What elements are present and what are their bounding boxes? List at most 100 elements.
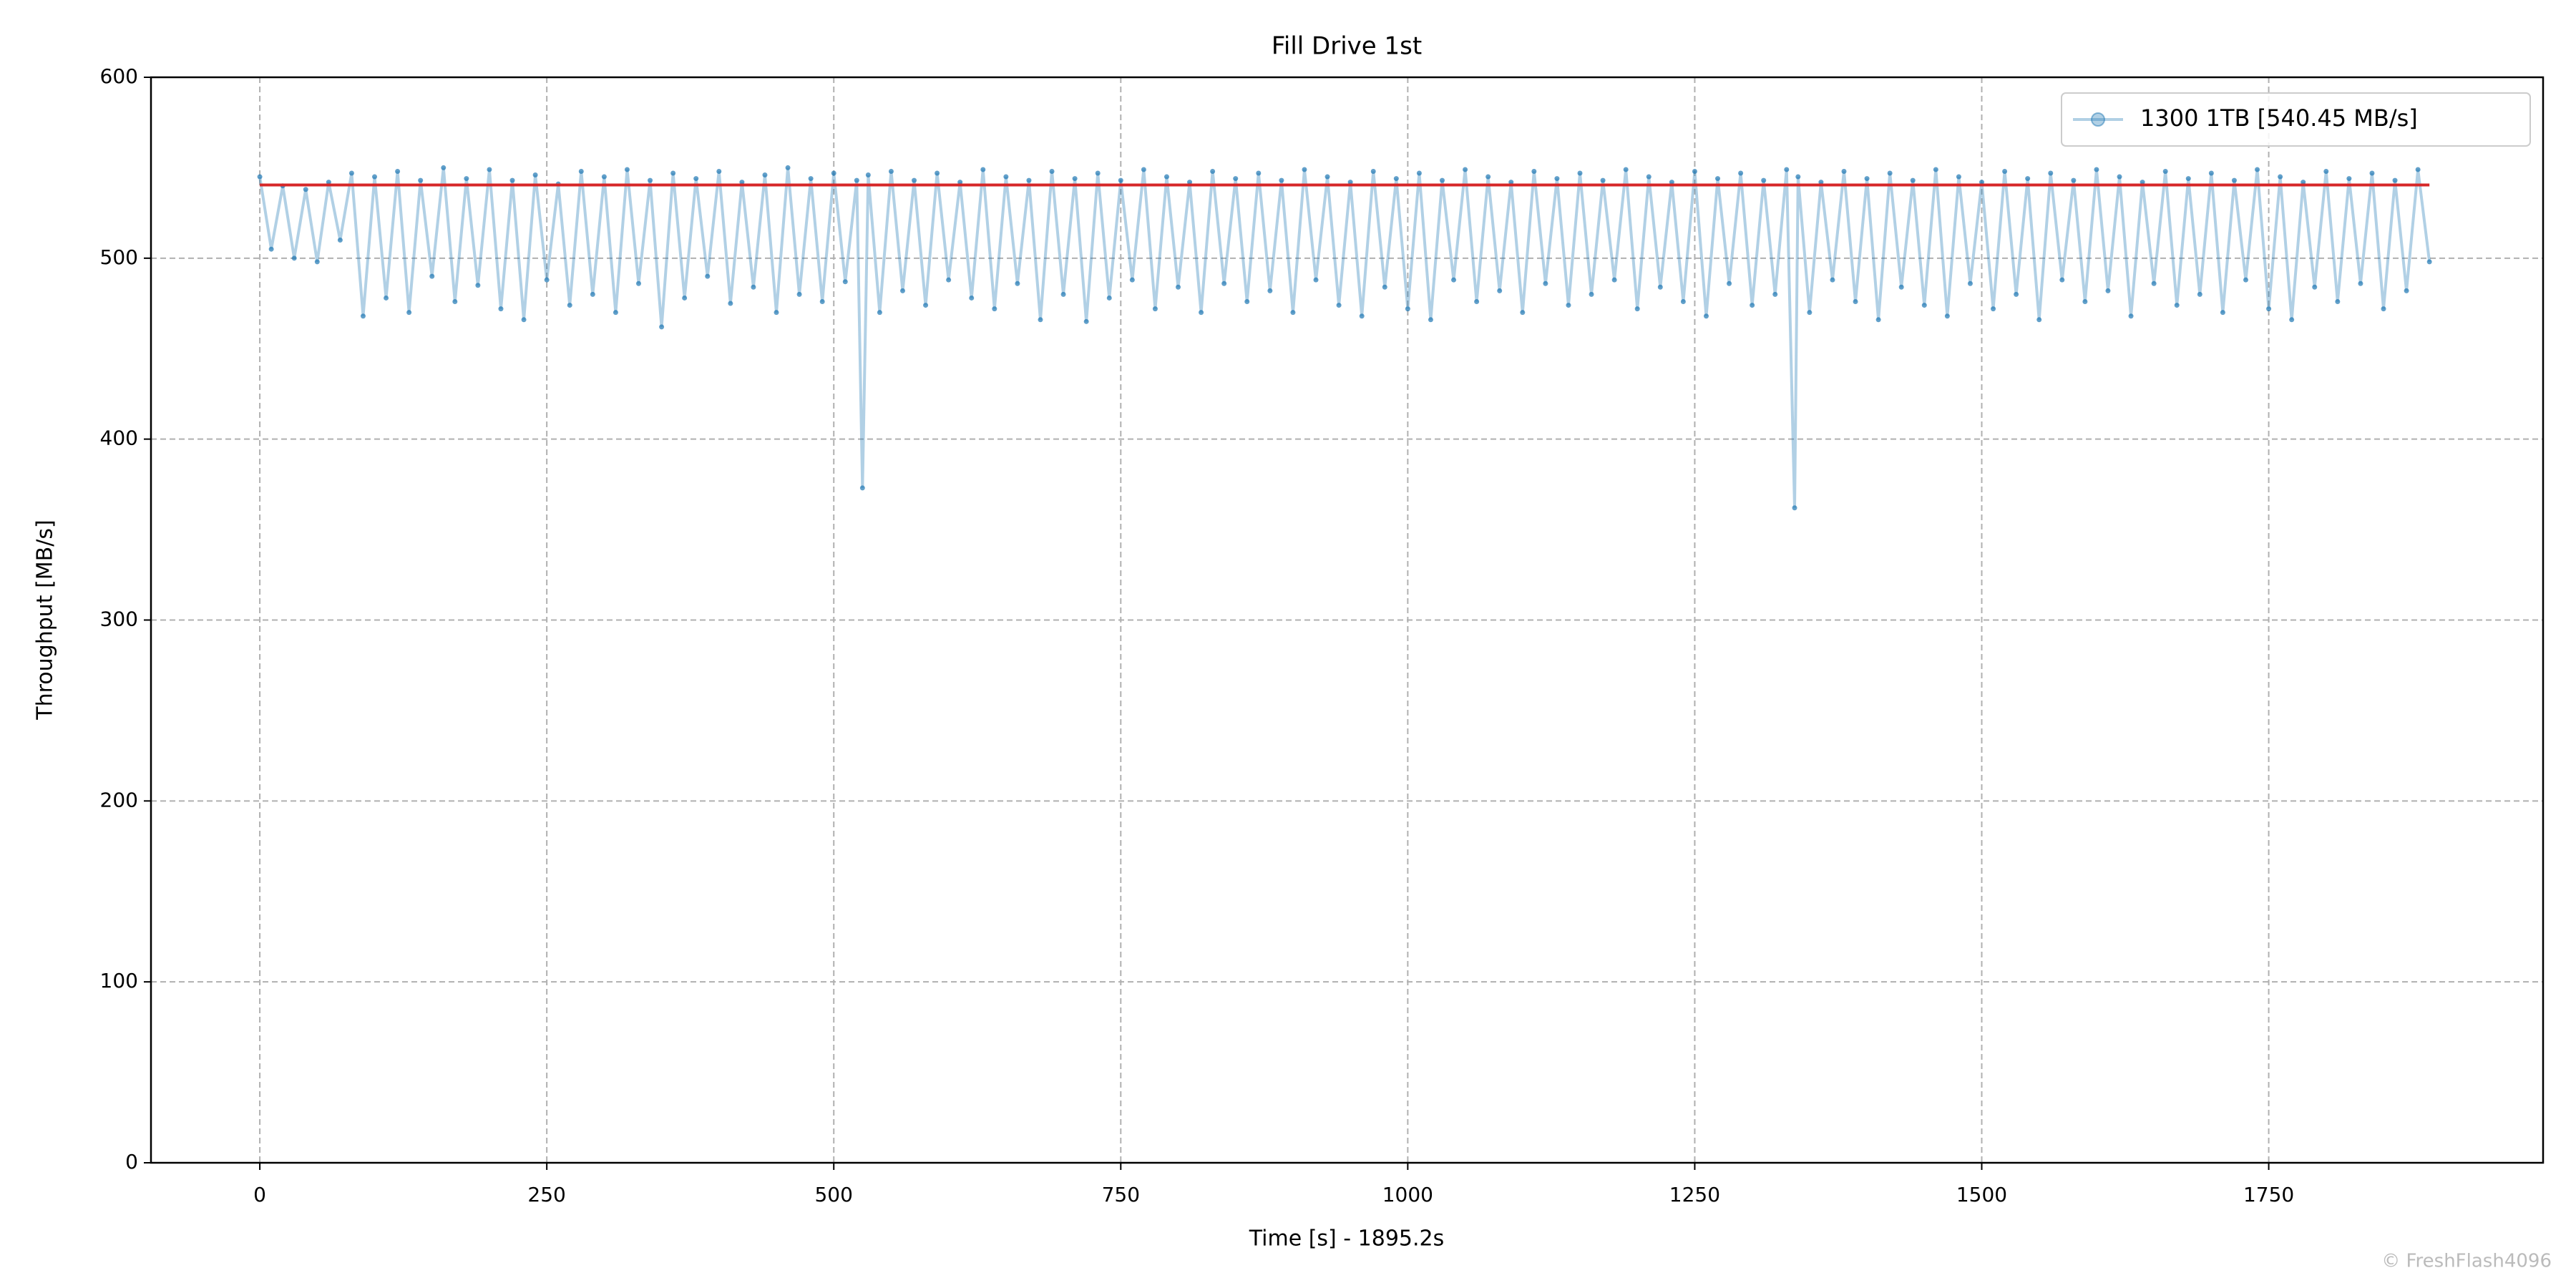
data-point (1176, 284, 1181, 290)
data-point (1715, 176, 1721, 182)
data-point (2231, 177, 2237, 183)
data-point (544, 277, 550, 283)
data-point (1393, 176, 1399, 182)
data-point (2002, 168, 2008, 174)
data-point (2128, 313, 2134, 319)
data-point (2094, 167, 2099, 172)
data-point (1680, 299, 1686, 305)
data-point (395, 168, 401, 174)
data-point (1095, 170, 1101, 176)
data-point (808, 176, 814, 182)
data-point (268, 246, 274, 252)
data-point (854, 177, 859, 183)
data-point (1302, 167, 1307, 172)
data-point (831, 170, 836, 176)
x-axis-label: Time [s] - 1895.2s (1249, 1226, 1445, 1252)
data-point (762, 172, 768, 178)
data-point (635, 280, 641, 286)
data-point (2415, 167, 2421, 172)
data-point (957, 180, 963, 185)
data-point (2197, 291, 2202, 297)
data-point (716, 168, 722, 174)
x-tick-label: 0 (253, 1183, 266, 1206)
data-point (2185, 176, 2191, 182)
data-point (2140, 180, 2145, 185)
data-point (1083, 318, 1089, 324)
data-point (1141, 167, 1146, 172)
data-point (751, 284, 756, 290)
data-point (1049, 168, 1055, 174)
data-point (1830, 277, 1835, 283)
data-point (728, 301, 733, 306)
data-point (1853, 299, 1858, 305)
data-point (1772, 291, 1778, 297)
data-point (578, 168, 584, 174)
data-point (418, 177, 424, 183)
data-point (2208, 170, 2214, 176)
data-point (1600, 177, 1606, 183)
data-point (1439, 177, 1445, 183)
data-point (1807, 310, 1813, 316)
data-point (2335, 299, 2341, 305)
data-point (1750, 303, 1755, 308)
data-point (1026, 177, 1032, 183)
x-tick-label: 750 (1102, 1183, 1140, 1206)
data-point (348, 170, 354, 176)
data-point (337, 238, 343, 243)
y-axis-label: Throughput [MB/s] (33, 519, 58, 720)
data-point (257, 174, 263, 180)
data-point (1991, 306, 1996, 312)
data-point (429, 273, 435, 279)
data-point (1589, 291, 1594, 297)
data-point (1657, 284, 1663, 290)
data-point (1979, 180, 1985, 185)
data-point (659, 324, 665, 330)
data-point (865, 172, 871, 178)
data-point (842, 279, 848, 285)
y-tick-label: 200 (100, 788, 138, 811)
data-point (1792, 505, 1797, 511)
data-point (1199, 310, 1204, 316)
x-tick-label: 250 (527, 1183, 565, 1206)
data-point (1531, 168, 1537, 174)
y-tick-label: 500 (100, 245, 138, 269)
data-point (2392, 177, 2398, 183)
data-point (2266, 306, 2272, 312)
data-point (1761, 177, 1767, 183)
series-line (258, 167, 2431, 508)
data-point (1416, 170, 1422, 176)
data-point (2025, 176, 2031, 182)
data-point (1944, 313, 1950, 319)
data-point (1072, 176, 1078, 182)
data-point (2278, 174, 2283, 180)
data-point (360, 313, 366, 319)
data-point (567, 303, 572, 308)
data-point (1485, 174, 1491, 180)
data-point (314, 259, 320, 265)
data-point (774, 310, 779, 316)
data-point (1267, 288, 1273, 293)
data-point (2071, 177, 2077, 183)
data-point (1015, 280, 1020, 286)
data-point (1738, 170, 1744, 176)
data-point (2082, 299, 2088, 305)
data-point (819, 299, 825, 305)
data-point (859, 485, 865, 491)
x-tick-label: 1000 (1382, 1183, 1433, 1206)
legend-marker (2091, 112, 2105, 127)
data-point (1233, 176, 1239, 182)
data-point (384, 295, 389, 301)
data-point (1279, 177, 1284, 183)
y-tick-label: 0 (125, 1150, 138, 1174)
data-point (624, 167, 630, 172)
x-tick-label: 1500 (1956, 1183, 2007, 1206)
data-point (1244, 299, 1250, 305)
data-point (1910, 177, 1916, 183)
data-point (1611, 277, 1617, 283)
data-point (1474, 299, 1480, 305)
data-point (1313, 277, 1319, 283)
data-point (2105, 288, 2111, 293)
data-point (912, 177, 917, 183)
data-point (1520, 310, 1526, 316)
